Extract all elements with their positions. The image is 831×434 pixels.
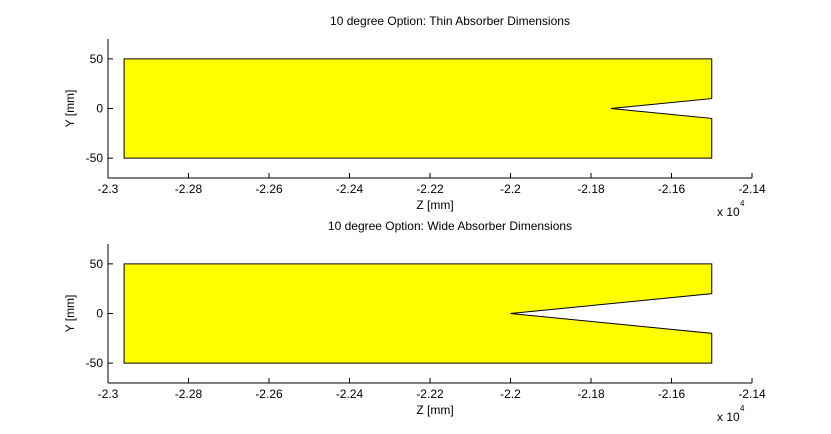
- y-tick-label: 0: [96, 102, 103, 116]
- x-axis-label: Z [mm]: [416, 403, 453, 417]
- x-tick-label: -2.26: [255, 182, 283, 196]
- absorber-shape: [123, 263, 713, 364]
- x-axis-label: Z [mm]: [416, 198, 453, 212]
- y-tick-label: 0: [96, 307, 103, 321]
- chart-title: 10 degree Option: Thin Absorber Dimensio…: [330, 14, 570, 28]
- x-tick-label: -2.28: [175, 387, 203, 401]
- x-scale-base: x 10: [717, 205, 740, 219]
- x-tick-label: -2.2: [500, 182, 521, 196]
- x-tick-label: -2.3: [98, 182, 119, 196]
- x-tick-label: -2.3: [98, 387, 119, 401]
- x-tick-label: -2.24: [336, 182, 364, 196]
- x-tick-label: -2.24: [336, 387, 364, 401]
- x-tick-label: -2.16: [658, 387, 686, 401]
- x-tick-label: -2.26: [255, 387, 283, 401]
- y-axis-label: Y [mm]: [63, 295, 77, 333]
- x-scale-base: x 10: [717, 410, 740, 424]
- x-tick-label: -2.2: [500, 387, 521, 401]
- thin-absorber-plot: -2.3 -2.28 -2.26 -2.24 -2.22 -2.2 -2.18 -2.16 -2…: [63, 14, 766, 219]
- x-tick-label: -2.18: [577, 182, 605, 196]
- wide-absorber-plot: -2.3 -2.28 -2.26 -2.24 -2.22 -2.2 -2.18 -2.16 -2…: [63, 219, 766, 424]
- y-tick-label: 50: [90, 257, 104, 271]
- x-tick-label: -2.16: [658, 182, 686, 196]
- x-tick-label: -2.14: [738, 387, 766, 401]
- x-scale-exponent: 4: [740, 199, 745, 208]
- y-tick-label: -50: [86, 151, 104, 165]
- y-axis-label: Y [mm]: [63, 90, 77, 128]
- y-tick-label: -50: [86, 356, 104, 370]
- x-scale-exponent: 4: [740, 404, 745, 413]
- x-tick-label: -2.14: [738, 182, 766, 196]
- x-tick-label: -2.22: [416, 182, 444, 196]
- absorber-shape: [123, 58, 713, 159]
- x-tick-label: -2.28: [175, 182, 203, 196]
- chart-title: 10 degree Option: Wide Absorber Dimensio…: [328, 219, 572, 233]
- x-tick-label: -2.18: [577, 387, 605, 401]
- y-tick-label: 50: [90, 52, 104, 66]
- x-tick-label: -2.22: [416, 387, 444, 401]
